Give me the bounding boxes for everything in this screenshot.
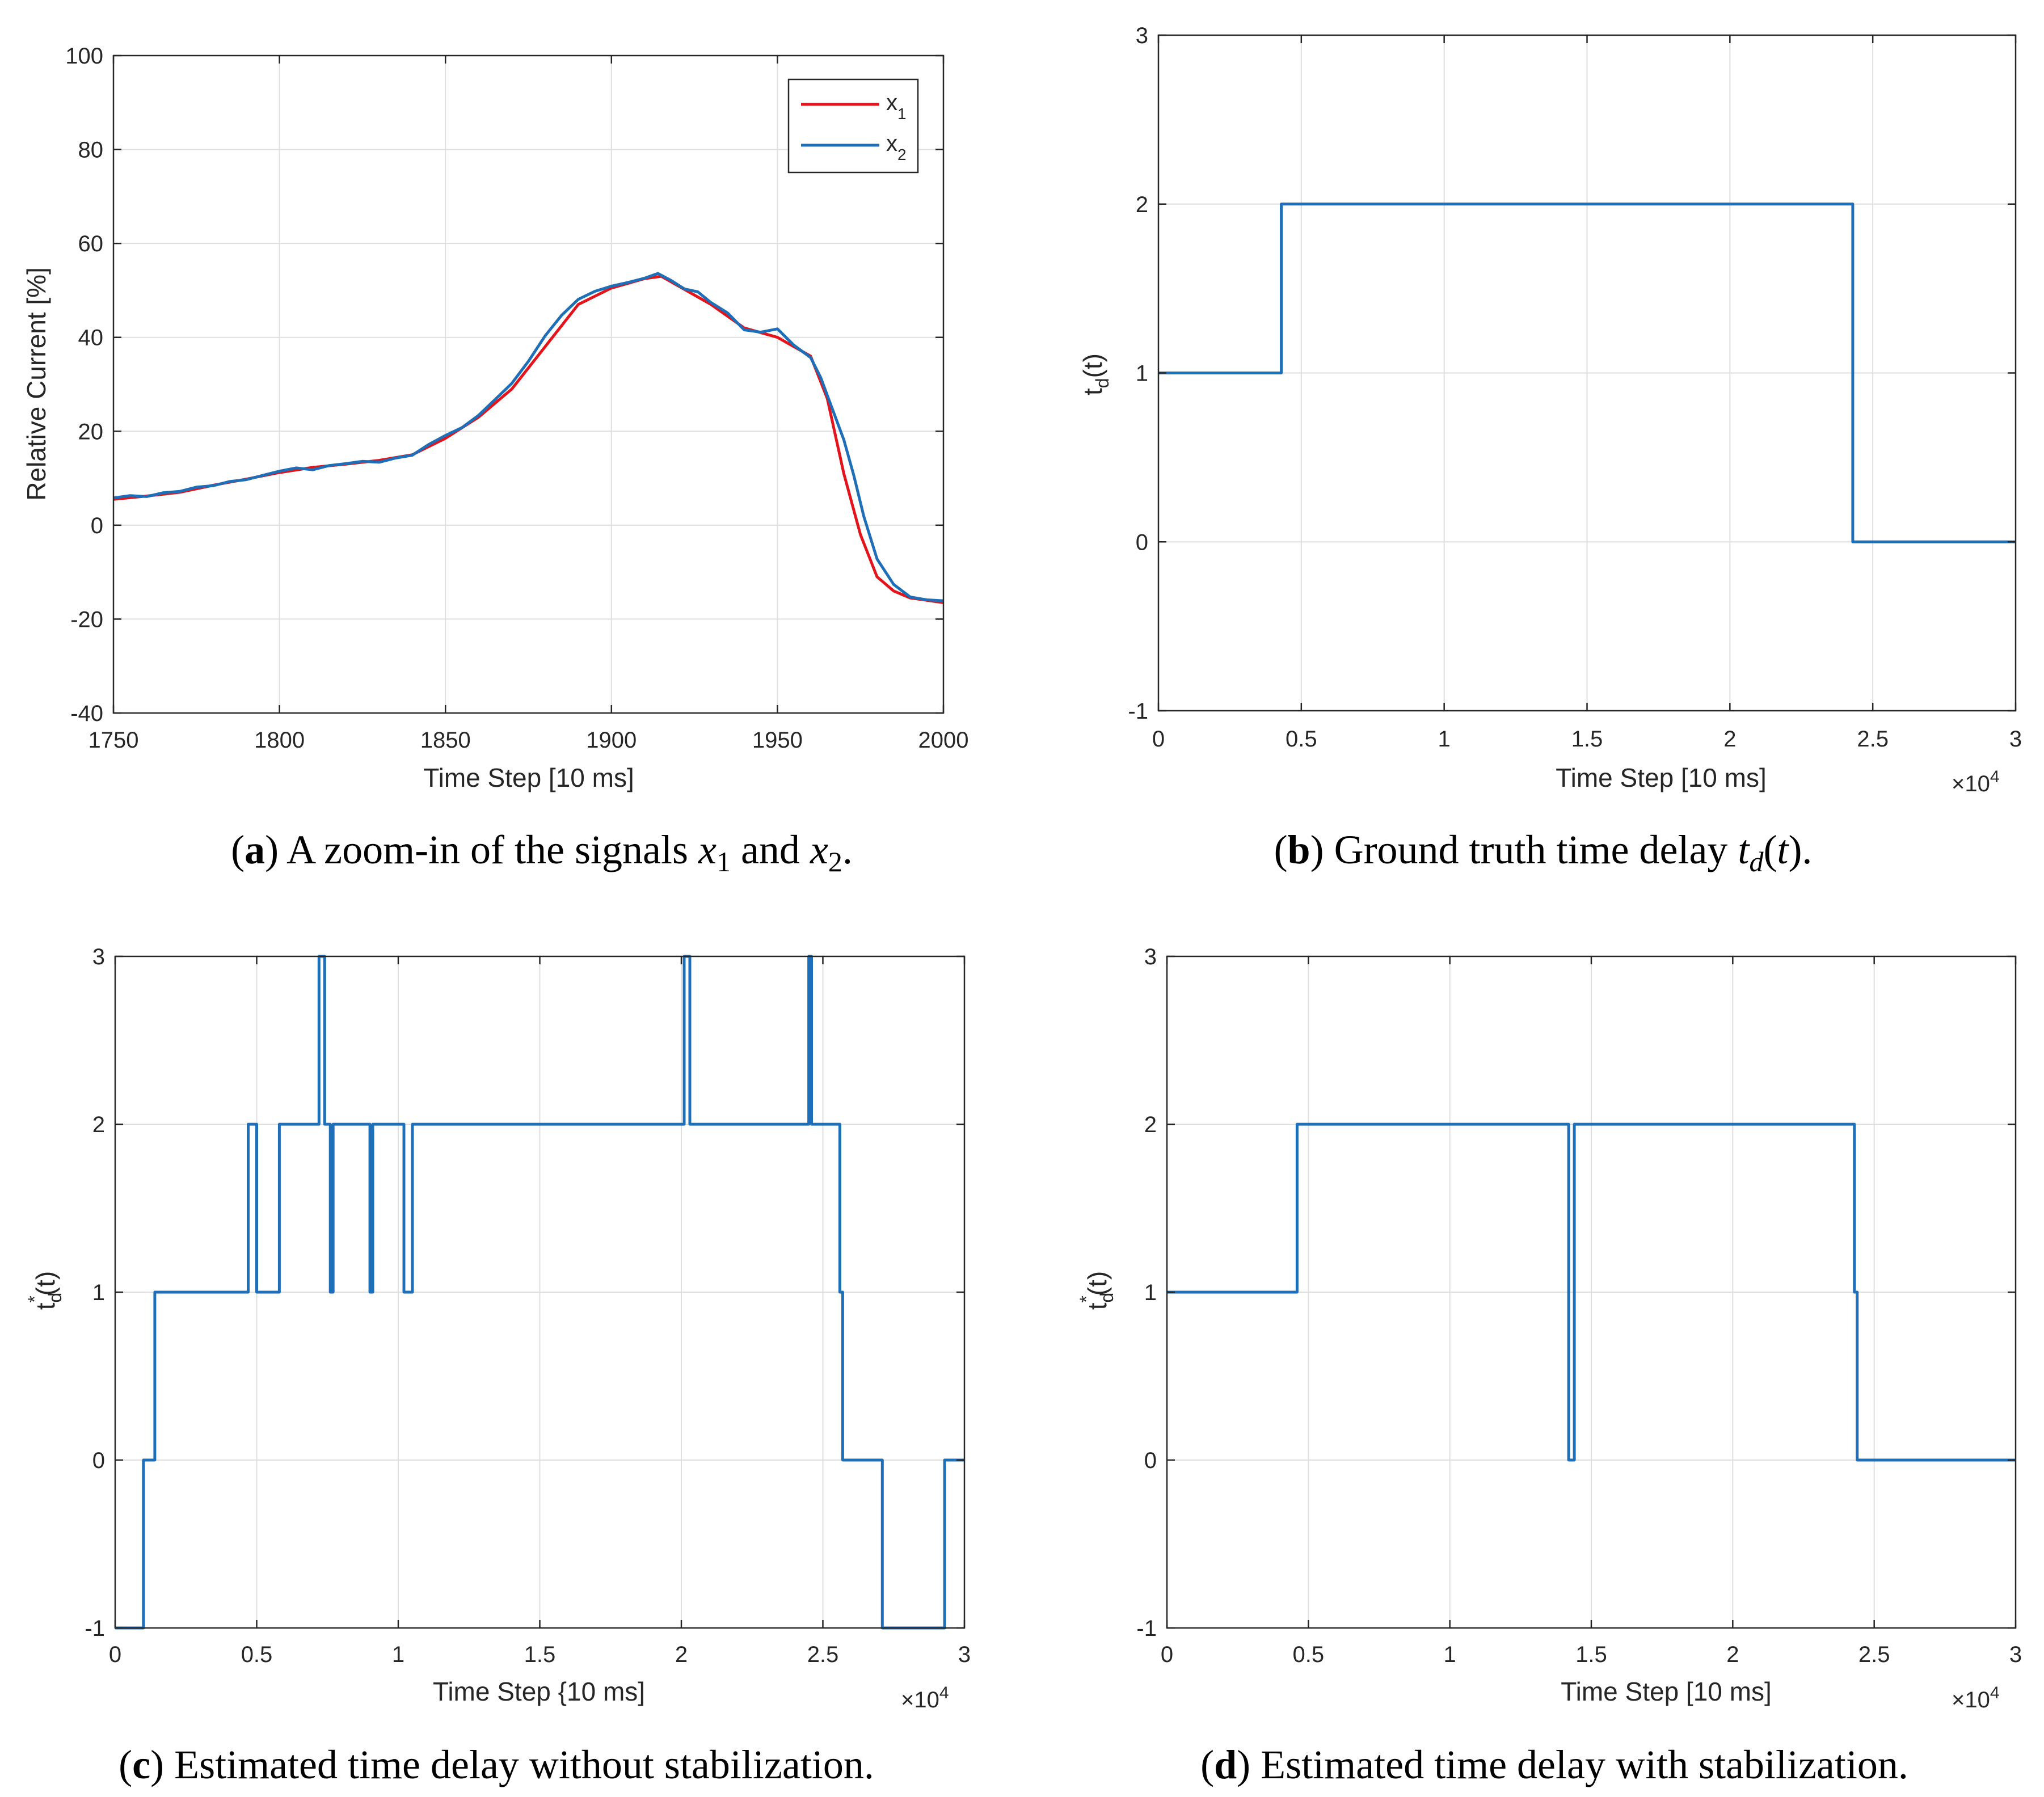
panel-b-series: [1158, 203, 2016, 543]
y-tick-label: 1: [1144, 1280, 1157, 1305]
y-tick-label: -1: [1136, 1616, 1157, 1641]
y-tick-label: 2: [92, 1112, 105, 1137]
y-tick-label: 80: [78, 138, 104, 163]
panel-d-series: [1167, 1123, 2016, 1462]
panel-d-y-axis-label: td*(t): [1076, 1271, 1117, 1310]
x-tick-label: 1800: [254, 728, 305, 753]
y-tick-label: 3: [92, 944, 105, 969]
axes-frame: [1166, 955, 2017, 1629]
series-line-t-d-t-: [1158, 203, 2016, 543]
y-tick-label: 60: [78, 231, 104, 256]
x-tick-label: 2: [1726, 1642, 1739, 1667]
x-tick-label: 1: [1444, 1642, 1456, 1667]
x-tick-label: 0.5: [1293, 1642, 1325, 1667]
y-tick-label: 2: [1144, 1112, 1157, 1137]
panel-a-y-axis-label: Relative Current [%]: [22, 267, 51, 501]
legend-x1-label: x1: [886, 90, 907, 123]
x-tick-label: 0: [1152, 727, 1165, 752]
y-tick-label: 0: [1136, 530, 1148, 555]
y-tick-label: 3: [1136, 23, 1148, 48]
y-tick-label: 1: [92, 1280, 105, 1305]
panel-c-x-axis-label: Time Step {10 ms]: [433, 1677, 645, 1706]
panel-a-axes: 1750 1800 1850 1900 1950 2000 -40 -20 0 20 40 60 80 1…: [65, 44, 968, 753]
caption-b: (b) Ground truth time delay td(t).: [1274, 827, 1813, 878]
x-tick-label: 2.5: [1857, 727, 1889, 752]
x-tick-label: 0.5: [1286, 727, 1317, 752]
x-tick-label: 0.5: [241, 1642, 273, 1667]
panel-b-y-axis-label: td(t): [1078, 353, 1112, 395]
x-tick-label: 1.5: [1571, 727, 1603, 752]
series-line-t-d-t-stabilized: [1167, 1123, 2016, 1462]
panel-c-exponent: ×104: [901, 1684, 949, 1712]
axes-frame: [1157, 34, 2017, 712]
caption-c: (c) Estimated time delay without stabili…: [119, 1742, 874, 1787]
series-line-t-d-t-: [115, 955, 964, 1630]
x-tick-label: 0: [109, 1642, 121, 1667]
x-tick-label: 1900: [586, 728, 637, 753]
x-tick-label: 2.5: [1858, 1642, 1890, 1667]
panel-b-exponent: ×104: [1952, 767, 2000, 796]
panel-a-zoom-signals: 1750 1800 1850 1900 1950 2000 -40 -20 0 20 40 60 80 1…: [22, 44, 968, 792]
y-tick-label: 20: [78, 419, 104, 444]
caption-d: (d) Estimated time delay with stabilizat…: [1200, 1742, 1908, 1787]
axes-frame: [112, 54, 945, 714]
x-tick-label: 1750: [88, 728, 139, 753]
x-tick-label: 1.5: [524, 1642, 556, 1667]
x-tick-label: 3: [2009, 1642, 2022, 1667]
y-tick-label: -1: [85, 1616, 105, 1641]
panel-a-legend: x1 x2: [787, 78, 919, 174]
axes-frame: [114, 955, 966, 1629]
y-tick-label: -20: [70, 607, 103, 632]
y-tick-label: 3: [1144, 944, 1157, 969]
y-tick-label: 0: [92, 1448, 105, 1473]
panel-d-exponent: ×104: [1952, 1684, 2000, 1712]
y-tick-label: 100: [65, 44, 103, 69]
x-tick-label: 2000: [918, 728, 969, 753]
panel-a-x-axis-label: Time Step [10 ms]: [423, 763, 634, 792]
x-tick-label: 1.5: [1575, 1642, 1607, 1667]
panel-c-series: [115, 955, 964, 1630]
caption-a: (a) A zoom-in of the signals x1 and x2.: [231, 827, 853, 878]
y-tick-label: 2: [1136, 192, 1148, 217]
x-tick-label: 2: [1723, 727, 1736, 752]
panel-c-y-axis-label: td*(t): [24, 1271, 65, 1310]
x-tick-label: 1950: [752, 728, 803, 753]
y-tick-label: 0: [91, 513, 103, 538]
y-tick-label: 0: [1144, 1448, 1157, 1473]
x-tick-label: 2: [675, 1642, 688, 1667]
panel-b-grid: [1158, 35, 2016, 711]
y-tick-label: -40: [70, 701, 103, 726]
x-tick-label: 1: [1438, 727, 1451, 752]
legend-box: [787, 78, 919, 174]
legend-x2-label: x2: [886, 131, 907, 163]
y-tick-label: 40: [78, 326, 104, 351]
x-tick-label: 2.5: [807, 1642, 839, 1667]
panel-d-x-axis-label: Time Step [10 ms]: [1561, 1677, 1772, 1706]
panel-b-x-axis-label: Time Step [10 ms]: [1556, 763, 1767, 792]
x-tick-label: 3: [2009, 727, 2022, 752]
x-tick-label: 1: [392, 1642, 404, 1667]
x-tick-label: 0: [1161, 1642, 1173, 1667]
x-tick-label: 3: [958, 1642, 971, 1667]
x-tick-label: 1850: [420, 728, 471, 753]
y-tick-label: 1: [1136, 361, 1148, 386]
series-line-x1: [113, 275, 944, 604]
y-tick-label: -1: [1128, 699, 1148, 724]
panel-a-series: [113, 272, 944, 604]
series-line-x2: [113, 272, 944, 602]
